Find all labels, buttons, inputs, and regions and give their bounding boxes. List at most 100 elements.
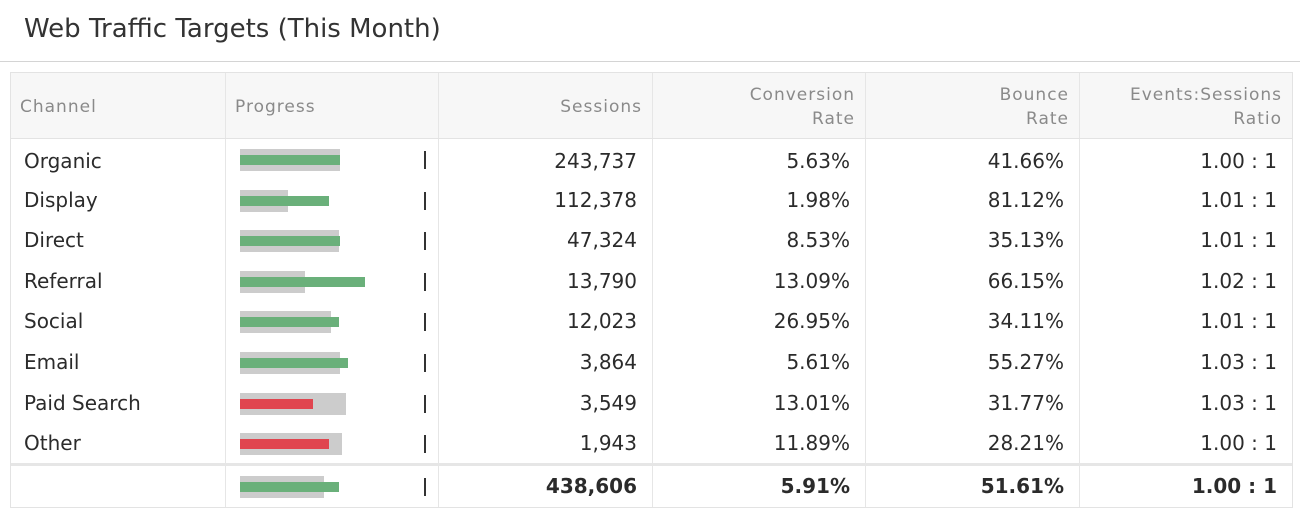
column-header-progress[interactable]: Progress <box>226 73 439 138</box>
ratio-cell: 1.02 : 1 <box>1080 261 1292 302</box>
sessions-value: 112,378 <box>554 187 637 212</box>
conversion-rate-cell: 5.61% <box>653 341 866 383</box>
bullet-bar <box>240 270 426 293</box>
goal-tick-mark <box>424 313 426 332</box>
table-row[interactable]: Email 3,864 5.61% 55.27% 1.03 : 1 <box>11 341 1292 383</box>
conversion-rate-cell: 13.09% <box>653 260 866 302</box>
sessions-cell: 13,790 <box>439 260 653 302</box>
sessions-value: 12,023 <box>567 309 637 334</box>
conversion-rate-value: 13.01% <box>773 390 850 415</box>
bounce-rate-value: 81.12% <box>987 187 1064 212</box>
progress-cell <box>226 423 439 464</box>
ratio-cell: 1.01 : 1 <box>1080 180 1292 221</box>
sessions-value: 3,549 <box>579 390 637 415</box>
channel-name: Direct <box>24 228 84 253</box>
total-conversion-cell: 5.91% <box>653 466 866 507</box>
sessions-cell: 1,943 <box>439 423 653 464</box>
total-row: 438,606 5.91% 51.61% 1.00 : 1 <box>11 466 1292 507</box>
goal-tick-mark <box>424 353 426 372</box>
total-bullet-bar <box>240 476 426 498</box>
header-line: Conversion <box>749 85 855 105</box>
bullet-bar <box>240 392 426 415</box>
conversion-rate-cell: 1.98% <box>653 179 866 221</box>
channel-cell: Referral <box>11 260 226 302</box>
actual-bar <box>240 482 339 492</box>
channel-cell: Organic <box>11 139 226 180</box>
conversion-rate-value: 1.98% <box>786 187 850 212</box>
data-table: Channel Progress Sessions Conversion Rat… <box>10 72 1293 508</box>
column-header-events-sessions-ratio[interactable]: Events:Sessions Ratio <box>1080 73 1292 138</box>
total-bounce-cell: 51.61% <box>866 466 1080 507</box>
header-line: Rate <box>1026 109 1069 129</box>
ratio-value: 1.00 : 1 <box>1200 431 1277 456</box>
conversion-rate-value: 5.61% <box>786 349 850 374</box>
conversion-rate-value: 5.63% <box>786 149 850 173</box>
sessions-value: 3,864 <box>579 349 637 374</box>
sessions-value: 47,324 <box>567 228 637 253</box>
bounce-rate-value: 55.27% <box>987 349 1064 374</box>
channel-cell: Other <box>11 423 226 464</box>
actual-bar <box>240 195 330 206</box>
table-row[interactable]: Display 112,378 1.98% 81.12% 1.01 : 1 <box>11 179 1292 221</box>
header-line: Rate <box>812 109 855 129</box>
bullet-bar <box>240 433 426 456</box>
progress-cell <box>226 341 439 383</box>
bullet-bar <box>240 351 426 374</box>
table-row[interactable]: Paid Search 3,549 13.01% 31.77% 1.03 : 1 <box>11 382 1292 424</box>
goal-tick-mark <box>424 151 426 169</box>
bounce-rate-cell: 28.21% <box>866 423 1080 464</box>
conversion-rate-cell: 26.95% <box>653 301 866 342</box>
channel-cell: Paid Search <box>11 382 226 424</box>
total-progress-cell <box>226 466 439 507</box>
bounce-rate-cell: 66.15% <box>866 260 1080 302</box>
column-header-conversion-rate[interactable]: Conversion Rate <box>653 73 866 138</box>
ratio-value: 1.03 : 1 <box>1200 390 1277 415</box>
column-header-bounce-rate[interactable]: Bounce Rate <box>866 73 1080 138</box>
channel-name: Referral <box>24 268 103 293</box>
bounce-rate-value: 31.77% <box>987 390 1064 415</box>
sessions-cell: 3,864 <box>439 341 653 383</box>
ratio-cell: 1.01 : 1 <box>1080 220 1292 261</box>
table-header: Channel Progress Sessions Conversion Rat… <box>11 73 1292 139</box>
ratio-value: 1.02 : 1 <box>1200 268 1277 293</box>
table-row[interactable]: Other 1,943 11.89% 28.21% 1.00 : 1 <box>11 423 1292 464</box>
actual-bar <box>240 398 313 409</box>
bullet-bar <box>240 189 426 212</box>
total-ratio-cell: 1.00 : 1 <box>1191 474 1277 498</box>
header-line: Events:Sessions <box>1129 85 1282 105</box>
title-divider <box>0 61 1300 62</box>
conversion-rate-cell: 5.63% <box>653 139 866 180</box>
column-header-sessions[interactable]: Sessions <box>439 73 653 138</box>
goal-tick-mark <box>424 272 426 291</box>
conversion-rate-value: 13.09% <box>773 268 850 293</box>
ratio-value: 1.03 : 1 <box>1200 349 1277 374</box>
conversion-rate-cell: 13.01% <box>653 382 866 424</box>
progress-cell <box>226 301 439 342</box>
bounce-rate-cell: 34.11% <box>866 301 1080 342</box>
progress-cell <box>226 179 439 221</box>
table-row[interactable]: Social 12,023 26.95% 34.11% 1.01 : 1 <box>11 301 1292 342</box>
table-row[interactable]: Organic 243,737 5.63% 41.66% 1.00 : 1 <box>11 139 1292 180</box>
actual-bar <box>240 155 341 165</box>
ratio-value: 1.01 : 1 <box>1200 228 1277 253</box>
actual-bar <box>240 357 348 368</box>
header-line: Bounce <box>999 85 1069 105</box>
sessions-cell: 3,549 <box>439 382 653 424</box>
ratio-cell: 1.03 : 1 <box>1080 342 1292 383</box>
table-row[interactable]: Direct 47,324 8.53% 35.13% 1.01 : 1 <box>11 220 1292 261</box>
channel-name: Display <box>24 187 98 212</box>
progress-cell <box>226 220 439 261</box>
ratio-value: 1.00 : 1 <box>1200 149 1277 173</box>
conversion-rate-value: 8.53% <box>786 228 850 253</box>
bounce-rate-cell: 81.12% <box>866 179 1080 221</box>
bounce-rate-value: 34.11% <box>987 309 1064 334</box>
table-row[interactable]: Referral 13,790 13.09% 66.15% 1.02 : 1 <box>11 260 1292 302</box>
total-divider <box>11 463 1292 466</box>
ratio-value: 1.01 : 1 <box>1200 187 1277 212</box>
actual-bar <box>240 276 365 287</box>
column-header-channel[interactable]: Channel <box>11 73 226 138</box>
sessions-value: 13,790 <box>567 268 637 293</box>
conversion-rate-cell: 11.89% <box>653 423 866 464</box>
ratio-cell: 1.03 : 1 <box>1080 383 1292 424</box>
bounce-rate-cell: 55.27% <box>866 341 1080 383</box>
